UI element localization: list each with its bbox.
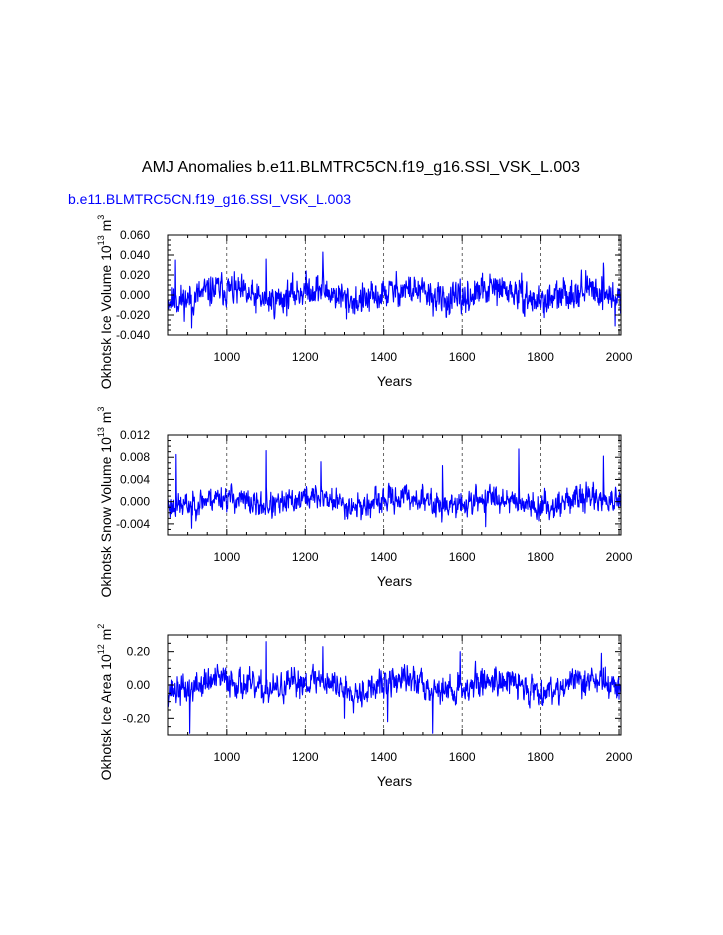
series-line [167, 448, 622, 529]
x-axis-label: Years [377, 773, 412, 789]
y-tick-label: -0.040 [116, 328, 150, 342]
x-tick-label: 1000 [213, 750, 240, 764]
x-tick-label: 1000 [213, 550, 240, 564]
y-axis-label: Okhotsk Ice Volume 1013 m3 [96, 215, 114, 390]
x-tick-label: 2000 [606, 350, 633, 364]
y-tick-label: -0.20 [123, 711, 151, 725]
x-tick-label: 1200 [292, 350, 319, 364]
y-tick-label: 0.00 [127, 678, 151, 692]
y-tick-label: 0.004 [120, 472, 150, 486]
y-tick-label: 0.012 [120, 428, 150, 442]
x-tick-label: 1200 [292, 750, 319, 764]
x-tick-label: 1400 [370, 550, 397, 564]
x-tick-label: 1400 [370, 750, 397, 764]
series-line [167, 251, 622, 329]
y-axis-label: Okhotsk Snow Volume 1013 m3 [96, 407, 114, 598]
y-tick-label: 0.20 [127, 645, 151, 659]
y-tick-label: -0.020 [116, 308, 150, 322]
x-tick-label: 2000 [606, 550, 633, 564]
x-tick-label: 1400 [370, 350, 397, 364]
chart-ice-area: 1000 1200 1400 1600 1800 2000 -0.20 0.00 0.20 Yea… [96, 624, 633, 789]
y-tick-label: 0.040 [120, 248, 150, 262]
y-axis-label: Okhotsk Ice Area 1012 m2 [96, 624, 114, 781]
chart-snow-volume: 1000 1200 1400 1600 1800 2000 -0.004 0.000 0.004… [96, 407, 633, 598]
x-tick-label: 1600 [449, 350, 476, 364]
x-tick-label: 1000 [213, 350, 240, 364]
x-tick-label: 1800 [527, 550, 554, 564]
figure-subtitle: b.e11.BLMTRC5CN.f19_g16.SSI_VSK_L.003 [68, 191, 351, 207]
plot-frame [167, 434, 622, 536]
y-tick-label: 0.008 [120, 450, 150, 464]
y-tick-label: 0.000 [120, 288, 150, 302]
x-tick-label: 1600 [449, 550, 476, 564]
series-line [167, 641, 622, 734]
x-axis-label: Years [377, 373, 412, 389]
x-tick-label: 1600 [449, 750, 476, 764]
y-tick-label: 0.000 [120, 495, 150, 509]
y-tick-label: 0.020 [120, 268, 150, 282]
x-tick-label: 1200 [292, 550, 319, 564]
panels: 1000 1200 1400 1600 1800 2000 -0.040 -0.020 0.00… [96, 215, 633, 789]
y-tick-label: 0.060 [120, 228, 150, 242]
x-tick-label: 1800 [527, 750, 554, 764]
chart-ice-volume: 1000 1200 1400 1600 1800 2000 -0.040 -0.020 0.00… [96, 215, 633, 390]
y-tick-label: -0.004 [116, 517, 150, 531]
x-tick-label: 2000 [606, 750, 633, 764]
x-axis-label: Years [377, 573, 412, 589]
x-tick-label: 1800 [527, 350, 554, 364]
figure-title: AMJ Anomalies b.e11.BLMTRC5CN.f19_g16.SS… [142, 159, 580, 176]
